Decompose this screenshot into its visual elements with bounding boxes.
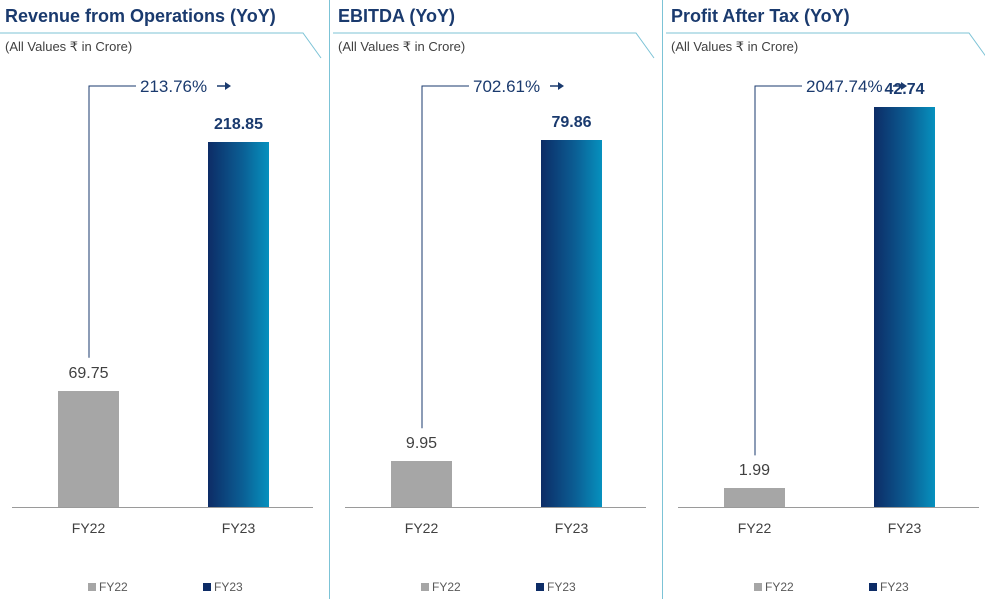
fy23-value-label: 218.85 xyxy=(214,116,263,134)
chart-panel: Revenue from Operations (YoY) (All Values… xyxy=(0,0,328,599)
legend-item-fy22: FY22 xyxy=(421,580,461,594)
legend-label: FY23 xyxy=(214,580,243,594)
title-underline xyxy=(666,32,985,57)
title-underline xyxy=(333,32,655,59)
chart-decoration xyxy=(0,32,322,358)
fy22-value-label: 9.95 xyxy=(405,435,438,453)
chart-panel: EBITDA (YoY) (All Values ₹ in Crore) 702.6… xyxy=(333,0,661,599)
legend-label: FY23 xyxy=(547,580,576,594)
growth-connector-line xyxy=(754,85,803,456)
fy23-value-label: 79.86 xyxy=(551,113,592,131)
chart-subtitle: (All Values ₹ in Crore) xyxy=(5,39,133,54)
growth-connector-line xyxy=(421,85,470,429)
chart-title: Profit After Tax (YoY) xyxy=(671,6,850,26)
legend-swatch xyxy=(536,583,544,591)
growth-label: 702.61% xyxy=(469,77,545,97)
x-axis-tick-label: FY22 xyxy=(71,520,106,536)
growth-connector-line xyxy=(88,85,137,358)
legend-label: FY22 xyxy=(432,580,461,594)
arrow-right-icon xyxy=(217,82,231,90)
legend-label: FY22 xyxy=(99,580,128,594)
legend-swatch xyxy=(754,583,762,591)
fy23-bar xyxy=(208,142,269,507)
x-axis-tick-label: FY22 xyxy=(404,520,439,536)
chart-subtitle: (All Values ₹ in Crore) xyxy=(338,39,466,54)
legend-item-fy23: FY23 xyxy=(536,580,576,594)
x-axis-line xyxy=(678,507,979,508)
legend-swatch xyxy=(869,583,877,591)
fy22-value-label: 69.75 xyxy=(68,364,109,382)
title-underline xyxy=(0,32,322,59)
arrow-right-icon xyxy=(550,82,564,90)
fy22-bar xyxy=(58,390,119,507)
panel-divider xyxy=(329,0,330,599)
legend-item-fy22: FY22 xyxy=(754,580,794,594)
fy22-bar xyxy=(724,488,785,507)
arrow-right-icon xyxy=(893,82,907,90)
chart-decoration xyxy=(333,32,655,429)
x-axis-tick-label: FY23 xyxy=(554,520,589,536)
x-axis-tick-label: FY22 xyxy=(737,520,772,536)
chart-subtitle: (All Values ₹ in Crore) xyxy=(671,39,799,54)
arrow-head xyxy=(225,82,231,90)
x-axis-line xyxy=(345,507,646,508)
legend-item-fy23: FY23 xyxy=(203,580,243,594)
x-axis-tick-label: FY23 xyxy=(221,520,256,536)
arrow-head xyxy=(901,82,907,90)
growth-label: 2047.74% xyxy=(802,77,887,97)
legend-item-fy23: FY23 xyxy=(869,580,909,594)
legend-label: FY23 xyxy=(880,580,909,594)
fy23-value-label: 42.74 xyxy=(884,81,925,98)
legend-label: FY22 xyxy=(765,580,794,594)
x-axis-line xyxy=(12,507,313,508)
legend-swatch xyxy=(88,583,96,591)
legend-swatch xyxy=(421,583,429,591)
fy23-bar xyxy=(541,139,602,507)
growth-label: 213.76% xyxy=(136,77,212,97)
arrow-head xyxy=(558,82,564,90)
legend-swatch xyxy=(203,583,211,591)
fy22-value-label: 1.99 xyxy=(738,462,771,480)
x-axis-tick-label: FY23 xyxy=(887,520,922,536)
fy22-bar xyxy=(391,461,452,507)
chart-title: EBITDA (YoY) xyxy=(338,6,455,26)
panel-divider xyxy=(662,0,663,599)
chart-decoration xyxy=(666,32,985,456)
fy23-bar xyxy=(874,107,935,507)
chart-title: Revenue from Operations (YoY) xyxy=(5,6,276,26)
legend-item-fy22: FY22 xyxy=(88,580,128,594)
chart-panel: Profit After Tax (YoY) (All Values ₹ in C… xyxy=(666,0,985,599)
